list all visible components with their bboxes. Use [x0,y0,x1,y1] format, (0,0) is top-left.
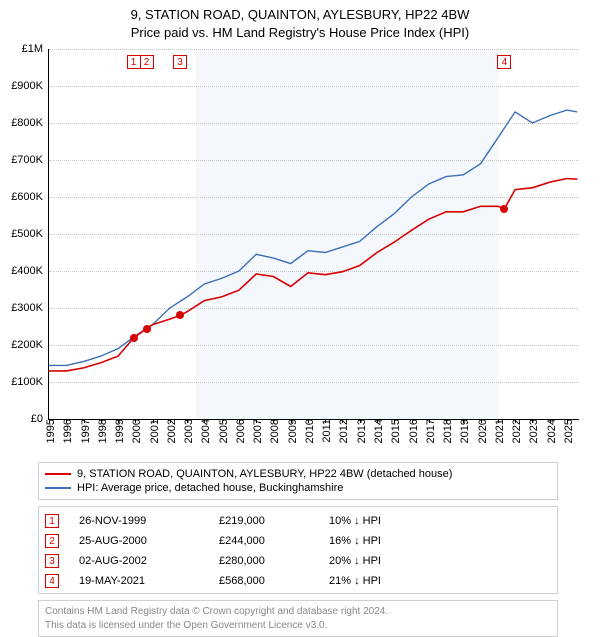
x-axis-label: 2008 [265,419,281,443]
event-marker-4: 4 [497,55,511,69]
event-row-date: 02-AUG-2002 [79,555,219,567]
event-point-4 [500,205,508,213]
x-axis-label: 2016 [404,419,420,443]
legend-row: HPI: Average price, detached house, Buck… [45,481,551,495]
event-row: 4 19-MAY-2021£568,00021% ↓ HPI [45,571,551,591]
legend-label: 9, STATION ROAD, QUAINTON, AYLESBURY, HP… [77,468,452,480]
event-row-diff: 10% ↓ HPI [329,515,551,527]
x-axis-label: 2025 [559,419,575,443]
y-axis-label: £1M [22,43,49,55]
event-row: 2 25-AUG-2000£244,00016% ↓ HPI [45,531,551,551]
x-axis-label: 1998 [93,419,109,443]
event-row: 3 02-AUG-2002£280,00020% ↓ HPI [45,551,551,571]
x-axis-label: 2018 [438,419,454,443]
title-block: 9, STATION ROAD, QUAINTON, AYLESBURY, HP… [0,0,600,41]
legend-swatch [45,473,71,475]
event-row: 1 26-NOV-1999£219,00010% ↓ HPI [45,511,551,531]
x-axis-label: 2021 [490,419,506,443]
chart-plot-area: £0£100K£200K£300K£400K£500K£600K£700K£80… [48,49,579,420]
y-axis-label: £100K [11,376,49,388]
x-axis-label: 2024 [542,419,558,443]
event-point-1 [130,334,138,342]
event-row-marker: 4 [45,574,59,588]
legend-box: 9, STATION ROAD, QUAINTON, AYLESBURY, HP… [38,462,558,500]
event-point-2 [143,325,151,333]
x-axis-label: 2006 [231,419,247,443]
y-axis-label: £700K [11,154,49,166]
x-axis-label: 2005 [214,419,230,443]
y-axis-label: £300K [11,302,49,314]
x-axis-label: 1996 [58,419,74,443]
chart-container: 9, STATION ROAD, QUAINTON, AYLESBURY, HP… [0,0,600,637]
y-axis-label: £200K [11,339,49,351]
event-row-marker: 2 [45,534,59,548]
x-axis-label: 1999 [110,419,126,443]
event-row-price: £244,000 [219,535,329,547]
x-axis-label: 1997 [76,419,92,443]
y-axis-label: £600K [11,191,49,203]
x-axis-label: 2017 [421,419,437,443]
title-line-2: Price paid vs. HM Land Registry's House … [0,24,600,42]
event-row-marker: 1 [45,514,59,528]
x-axis-label: 2010 [300,419,316,443]
x-axis-label: 2003 [179,419,195,443]
y-axis-label: £500K [11,228,49,240]
event-row-diff: 21% ↓ HPI [329,575,551,587]
x-axis-label: 2002 [162,419,178,443]
event-marker-1: 1 [127,55,141,69]
event-row-diff: 20% ↓ HPI [329,555,551,567]
series-hpi [49,110,577,365]
event-row-date: 19-MAY-2021 [79,575,219,587]
x-axis-label: 2014 [369,419,385,443]
y-axis-label: £900K [11,80,49,92]
x-axis-label: 2013 [352,419,368,443]
event-row-date: 25-AUG-2000 [79,535,219,547]
x-axis-label: 2009 [283,419,299,443]
footer-box: Contains HM Land Registry data © Crown c… [38,600,558,637]
x-axis-label: 2015 [386,419,402,443]
x-axis-label: 2019 [455,419,471,443]
chart-lines [49,49,579,419]
footer-line-2: This data is licensed under the Open Gov… [45,619,551,633]
legend-row: 9, STATION ROAD, QUAINTON, AYLESBURY, HP… [45,467,551,481]
event-row-price: £280,000 [219,555,329,567]
legend-label: HPI: Average price, detached house, Buck… [77,482,343,494]
event-marker-3: 3 [173,55,187,69]
footer-line-1: Contains HM Land Registry data © Crown c… [45,605,551,619]
y-axis-label: £400K [11,265,49,277]
series-property [49,179,577,371]
x-axis-label: 2000 [127,419,143,443]
x-axis-label: 2011 [317,419,333,443]
y-axis-label: £800K [11,117,49,129]
x-axis-label: 2020 [473,419,489,443]
legend-swatch [45,487,71,489]
event-row-diff: 16% ↓ HPI [329,535,551,547]
x-axis-label: 2004 [196,419,212,443]
events-table: 1 26-NOV-1999£219,00010% ↓ HPI 2 25-AUG-200… [38,506,558,594]
x-axis-label: 2001 [145,419,161,443]
x-axis-label: 2007 [248,419,264,443]
x-axis-label: 2023 [524,419,540,443]
event-row-price: £568,000 [219,575,329,587]
event-marker-2: 2 [140,55,154,69]
event-row-date: 26-NOV-1999 [79,515,219,527]
x-axis-label: 2022 [507,419,523,443]
x-axis-label: 2012 [334,419,350,443]
event-row-marker: 3 [45,554,59,568]
event-point-3 [176,311,184,319]
title-line-1: 9, STATION ROAD, QUAINTON, AYLESBURY, HP… [0,6,600,24]
event-row-price: £219,000 [219,515,329,527]
x-axis-label: 1995 [41,419,57,443]
